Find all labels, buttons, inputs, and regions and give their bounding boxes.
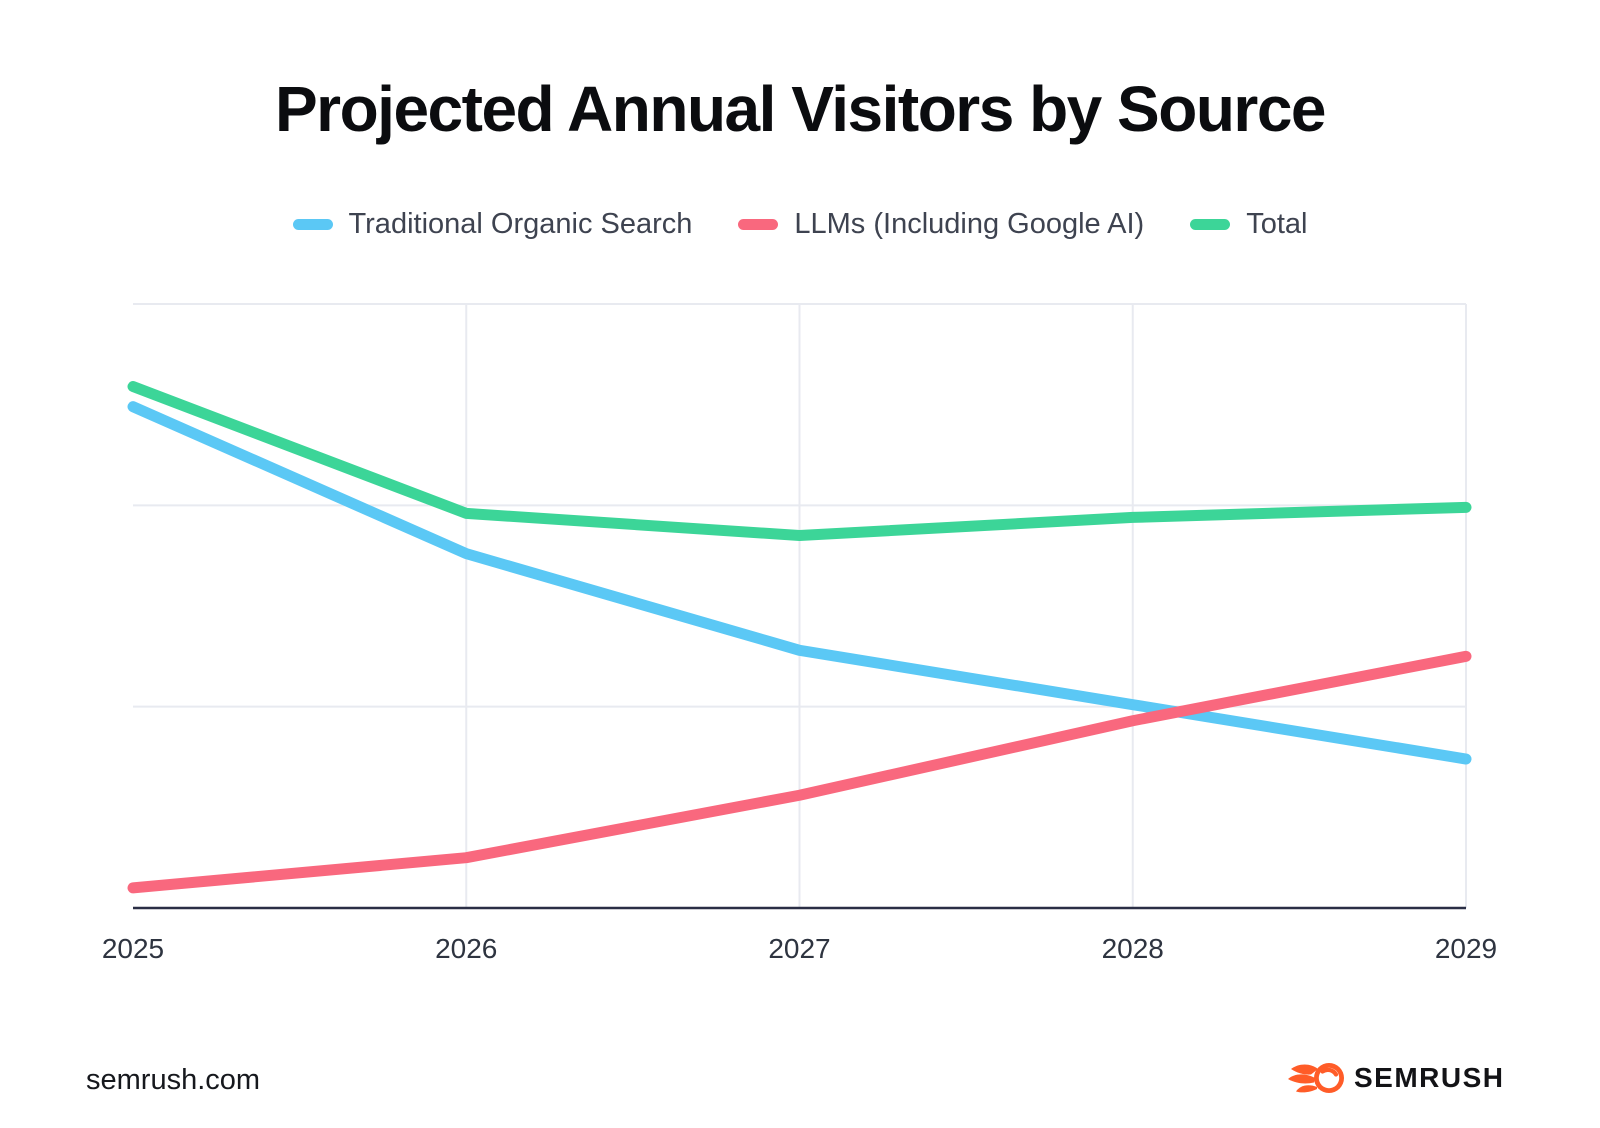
chart-legend: Traditional Organic Search LLMs (Includi… [0,208,1600,241]
semrush-logo: SEMRUSH [1288,1062,1505,1094]
chart-title: Projected Annual Visitors by Source [274,73,1327,145]
series-line-total [127,381,1472,542]
series-line-llms-including-google-ai [127,650,1472,894]
legend-label: Total [1246,208,1308,240]
legend-item-traditional-organic-search: Traditional Organic Search [292,208,693,241]
x-tick-label: 2029 [1435,933,1497,964]
x-tick-label: 2028 [1102,933,1164,964]
source-site-text: semrush.com [86,1064,261,1096]
legend-label: LLMs (Including Google AI) [794,208,1145,240]
x-tick-label: 2025 [102,933,164,964]
legend-swatch-llms [738,219,779,230]
legend-swatch-total [1190,219,1231,230]
semrush-logo-text: SEMRUSH [1354,1062,1505,1093]
x-tick-label: 2026 [435,933,497,964]
semrush-fireball-icon [1288,1063,1344,1093]
legend-item-total: Total [1190,208,1307,241]
legend-label: Traditional Organic Search [348,208,693,240]
x-tick-label: 2027 [768,933,830,964]
legend-swatch-traditional-organic-search [292,219,333,230]
legend-item-llms: LLMs (Including Google AI) [738,208,1144,241]
series-line-traditional-organic-search [127,401,1472,765]
